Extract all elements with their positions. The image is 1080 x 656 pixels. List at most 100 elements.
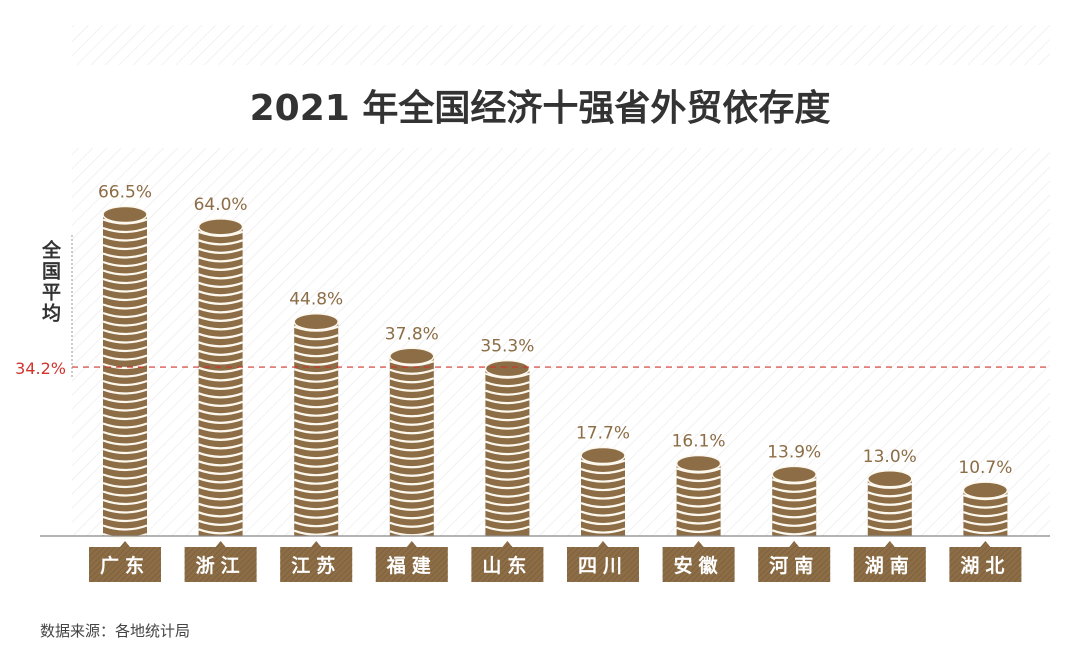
coin-top xyxy=(867,470,913,488)
coin-edge xyxy=(293,393,339,400)
coin-edge xyxy=(102,337,148,344)
category-label: 湖北 xyxy=(949,541,1022,582)
coin-edge xyxy=(102,320,148,327)
coin-edge xyxy=(102,286,148,293)
coin-edge xyxy=(389,453,435,460)
coin-edge xyxy=(102,498,148,506)
coin-edge xyxy=(198,485,243,492)
coin-top xyxy=(197,218,244,236)
data-label: 16.1% xyxy=(672,431,726,451)
coin-edge xyxy=(293,436,339,443)
coin-edge xyxy=(676,484,721,491)
coin-edge xyxy=(389,513,435,520)
bar-山东: 35.3% xyxy=(480,337,534,536)
coin-edge xyxy=(485,415,530,422)
coin-edge xyxy=(293,521,339,528)
coin-edge xyxy=(293,402,339,409)
coin-edge xyxy=(102,430,148,438)
coin-edge xyxy=(963,528,1008,535)
coin-edge xyxy=(580,468,626,475)
chart-title: 2021 年全国经济十强省外贸依存度 xyxy=(250,87,831,129)
title-band-hatch xyxy=(72,25,1050,65)
coin-edge xyxy=(485,508,530,515)
coin-edge xyxy=(198,511,243,518)
coin-top xyxy=(962,481,1009,499)
bar-湖北: 10.7% xyxy=(958,458,1012,536)
coin-edge xyxy=(676,475,721,483)
coin-edge xyxy=(676,526,721,534)
coin-edge xyxy=(485,440,530,447)
coin-edge xyxy=(485,474,530,481)
coin-edge xyxy=(485,398,530,405)
coin-edge xyxy=(102,260,148,268)
coin-edge xyxy=(867,516,913,523)
coin-edge xyxy=(580,459,626,466)
category-label: 四川 xyxy=(567,541,639,582)
coin-edge xyxy=(198,400,243,407)
coin-edge xyxy=(580,493,626,500)
coin-edge xyxy=(867,482,913,489)
coin-edge xyxy=(198,264,243,271)
coin-edge xyxy=(485,406,530,413)
coin-edge xyxy=(771,520,817,527)
coin-edge xyxy=(102,218,148,225)
coin-edge xyxy=(485,381,530,388)
bar-body xyxy=(389,355,434,536)
coin-edge xyxy=(389,419,435,426)
bar-安徽: 16.1% xyxy=(672,431,726,536)
category-label: 广东 xyxy=(89,541,161,582)
data-label: 10.7% xyxy=(958,458,1012,478)
category-text: 山东 xyxy=(482,554,532,577)
coin-edge xyxy=(198,434,243,441)
coin-edge xyxy=(102,294,148,302)
coin-edge xyxy=(198,502,243,509)
coin-edge xyxy=(102,507,148,514)
coin-edge xyxy=(198,451,243,458)
coin-edge xyxy=(102,447,148,455)
coin-edge xyxy=(485,525,530,532)
coin-edge xyxy=(102,269,148,276)
coin-top xyxy=(484,359,531,378)
coin-edge xyxy=(485,432,530,439)
coin-edge xyxy=(198,409,243,416)
coin-edge xyxy=(389,470,435,477)
coin-edge xyxy=(771,486,817,493)
coin-edge xyxy=(102,473,148,480)
coin-edge xyxy=(198,468,243,475)
bar-福建: 37.8% xyxy=(385,324,439,537)
coin-edge xyxy=(102,252,148,259)
coin-edge xyxy=(580,527,626,534)
coin-edge xyxy=(198,247,243,254)
coin-edge xyxy=(293,419,339,426)
category-tag-hatch xyxy=(471,541,544,582)
coin-edge xyxy=(485,500,530,507)
category-label: 江苏 xyxy=(280,541,353,582)
coin-edge xyxy=(293,478,339,485)
coin-edge xyxy=(102,396,148,404)
coin-edge xyxy=(293,444,339,451)
coin-edge xyxy=(389,377,435,384)
coin-edge xyxy=(198,358,243,365)
category-text: 湖南 xyxy=(865,555,915,577)
coin-edge xyxy=(102,328,148,336)
coin-top xyxy=(675,454,722,473)
category-text: 安徽 xyxy=(674,554,724,577)
coin-edge xyxy=(198,307,243,314)
coin-edge xyxy=(676,518,721,525)
source-note: 数据来源：各地统计局 xyxy=(40,622,190,640)
data-label: 13.9% xyxy=(767,442,821,462)
coin-edge xyxy=(198,519,243,526)
coin-edge xyxy=(580,510,626,517)
coin-edge xyxy=(293,461,339,468)
coin-edge xyxy=(102,422,148,429)
bar-四川: 17.7% xyxy=(576,424,630,536)
category-tag-hatch xyxy=(89,541,161,582)
category-label: 安徽 xyxy=(662,541,735,582)
coin-edge xyxy=(389,436,435,443)
coin-edge xyxy=(102,345,148,353)
coin-edge xyxy=(293,410,339,417)
coin-edge xyxy=(485,423,530,430)
coin-edge xyxy=(102,243,148,251)
